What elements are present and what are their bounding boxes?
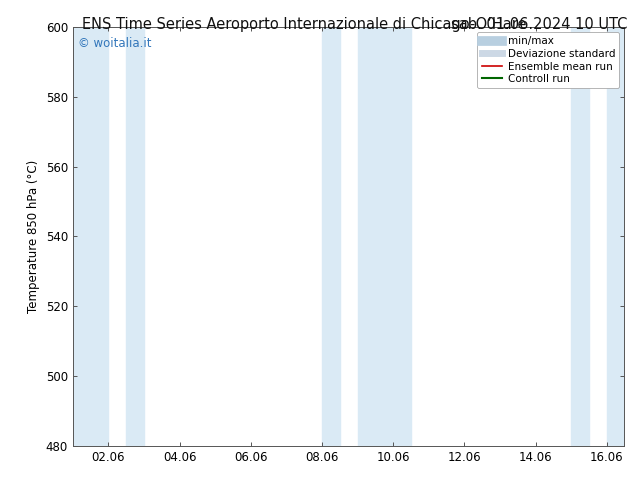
Bar xyxy=(126,27,144,446)
Text: ENS Time Series Aeroporto Internazionale di Chicago-O’Hare: ENS Time Series Aeroporto Internazionale… xyxy=(82,17,527,32)
Bar xyxy=(393,27,411,446)
Text: sab. 01.06.2024 10 UTC: sab. 01.06.2024 10 UTC xyxy=(451,17,628,32)
Bar xyxy=(322,27,340,446)
Bar xyxy=(73,27,108,446)
Legend: min/max, Deviazione standard, Ensemble mean run, Controll run: min/max, Deviazione standard, Ensemble m… xyxy=(477,32,619,88)
Bar xyxy=(358,27,393,446)
Text: © woitalia.it: © woitalia.it xyxy=(79,37,152,50)
Y-axis label: Temperature 850 hPa (°C): Temperature 850 hPa (°C) xyxy=(27,160,40,313)
Bar xyxy=(571,27,589,446)
Bar xyxy=(607,27,624,446)
